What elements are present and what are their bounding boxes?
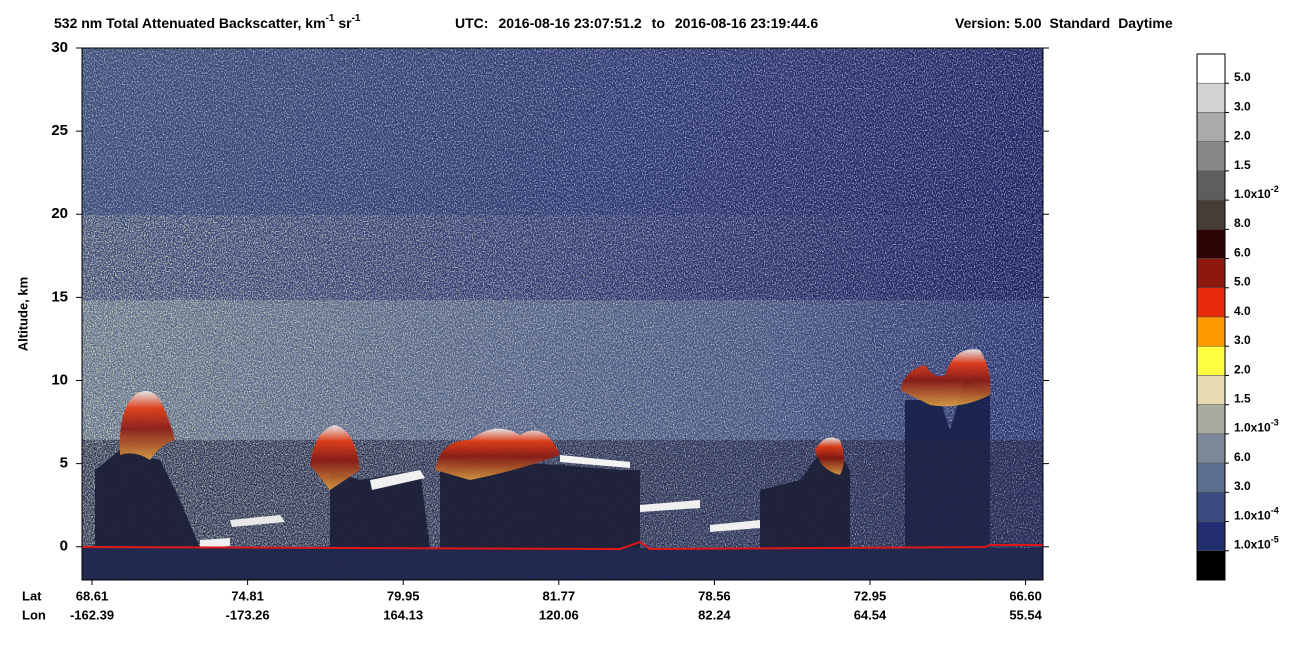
colorbar-swatch bbox=[1196, 53, 1226, 84]
colorbar-label: 1.0x10-3 bbox=[1234, 418, 1279, 435]
lon-tick-label: 164.13 bbox=[383, 607, 423, 622]
lon-tick-label: 120.06 bbox=[539, 607, 579, 622]
surface-line bbox=[82, 540, 1043, 551]
lon-tick-label: 82.24 bbox=[698, 607, 731, 622]
lat-tick-label: 66.60 bbox=[1009, 588, 1042, 603]
colorbar-swatch bbox=[1196, 521, 1226, 552]
attenuated-regions bbox=[82, 380, 1043, 580]
lon-tick-label: -173.26 bbox=[226, 607, 270, 622]
y-axis-label: Altitude, km bbox=[15, 277, 30, 351]
colorbar-label: 6.0 bbox=[1234, 245, 1251, 259]
lat-tick-label: 72.95 bbox=[854, 588, 887, 603]
y-tick-label: 10 bbox=[51, 371, 68, 388]
colorbar: 5.0 3.0 2.0 1.5 1.0x10-2 8.0 6.0 5.0 4.0 3.0 2.0 1.… bbox=[1196, 53, 1279, 581]
colorbar-label: 8.0 bbox=[1234, 216, 1251, 230]
colorbar-label: 3.0 bbox=[1234, 479, 1251, 493]
y-tick-label: 20 bbox=[51, 205, 68, 222]
colorbar-label: 4.0 bbox=[1234, 304, 1251, 318]
colorbar-swatch bbox=[1196, 82, 1226, 113]
colorbar-label: 2.0 bbox=[1234, 129, 1251, 143]
colorbar-label: 5.0 bbox=[1234, 70, 1251, 84]
lon-label: Lon bbox=[22, 607, 46, 622]
colorbar-swatch bbox=[1196, 316, 1226, 347]
lat-tick-label: 68.61 bbox=[76, 588, 109, 603]
lon-tick-label: 55.54 bbox=[1009, 607, 1042, 622]
colorbar-swatch bbox=[1196, 112, 1226, 142]
colorbar-label: 3.0 bbox=[1234, 333, 1251, 347]
colorbar-label: 5.0 bbox=[1234, 275, 1251, 289]
lon-tick-label: 64.54 bbox=[854, 607, 887, 622]
y-tick-label: 15 bbox=[51, 288, 68, 305]
colorbar-label: 1.0x10-2 bbox=[1234, 184, 1279, 201]
colorbar-swatch bbox=[1196, 229, 1226, 259]
colorbar-swatch bbox=[1196, 375, 1226, 405]
colorbar-swatch bbox=[1196, 550, 1226, 581]
colorbar-label: 1.0x10-4 bbox=[1234, 506, 1279, 523]
y-tick-label: 25 bbox=[51, 122, 68, 139]
colorbar-label: 3.0 bbox=[1234, 99, 1251, 113]
lat-tick-label: 74.81 bbox=[231, 588, 264, 603]
colorbar-swatch bbox=[1196, 462, 1226, 493]
colorbar-swatch bbox=[1196, 433, 1226, 464]
colorbar-swatch bbox=[1196, 199, 1226, 230]
y-tick-label: 5 bbox=[60, 455, 68, 472]
colorbar-label: 1.5 bbox=[1234, 392, 1251, 406]
colorbar-swatch bbox=[1196, 258, 1226, 289]
colorbar-swatch bbox=[1196, 170, 1226, 201]
colorbar-swatch bbox=[1196, 287, 1226, 318]
lat-tick-label: 79.95 bbox=[387, 588, 420, 603]
colorbar-swatch bbox=[1196, 345, 1226, 376]
y-tick-label: 0 bbox=[60, 538, 68, 555]
colorbar-swatch bbox=[1196, 404, 1226, 435]
curtain-image bbox=[82, 48, 1043, 580]
colorbar-swatch bbox=[1196, 141, 1226, 172]
colorbar-swatch bbox=[1196, 492, 1226, 522]
chart-title: 532 nm Total Attenuated Backscatter, km-… bbox=[54, 13, 361, 31]
time-range: UTC: 2016-08-16 23:07:51.2 to 2016-08-16 23… bbox=[455, 15, 818, 31]
colorbar-label: 1.5 bbox=[1234, 158, 1251, 172]
lat-tick-label: 78.56 bbox=[698, 588, 731, 603]
colorbar-label: 6.0 bbox=[1234, 450, 1251, 464]
version: Version: 5.00 Standard Daytime bbox=[955, 15, 1173, 31]
clouds bbox=[119, 349, 991, 548]
y-tick-label: 30 bbox=[51, 39, 68, 56]
lat-tick-label: 81.77 bbox=[543, 588, 576, 603]
lon-tick-label: -162.39 bbox=[70, 607, 114, 622]
colorbar-label: 1.0x10-5 bbox=[1234, 535, 1279, 552]
lat-label: Lat bbox=[22, 588, 42, 603]
colorbar-label: 2.0 bbox=[1234, 362, 1251, 376]
plot-frame bbox=[81, 47, 1044, 581]
